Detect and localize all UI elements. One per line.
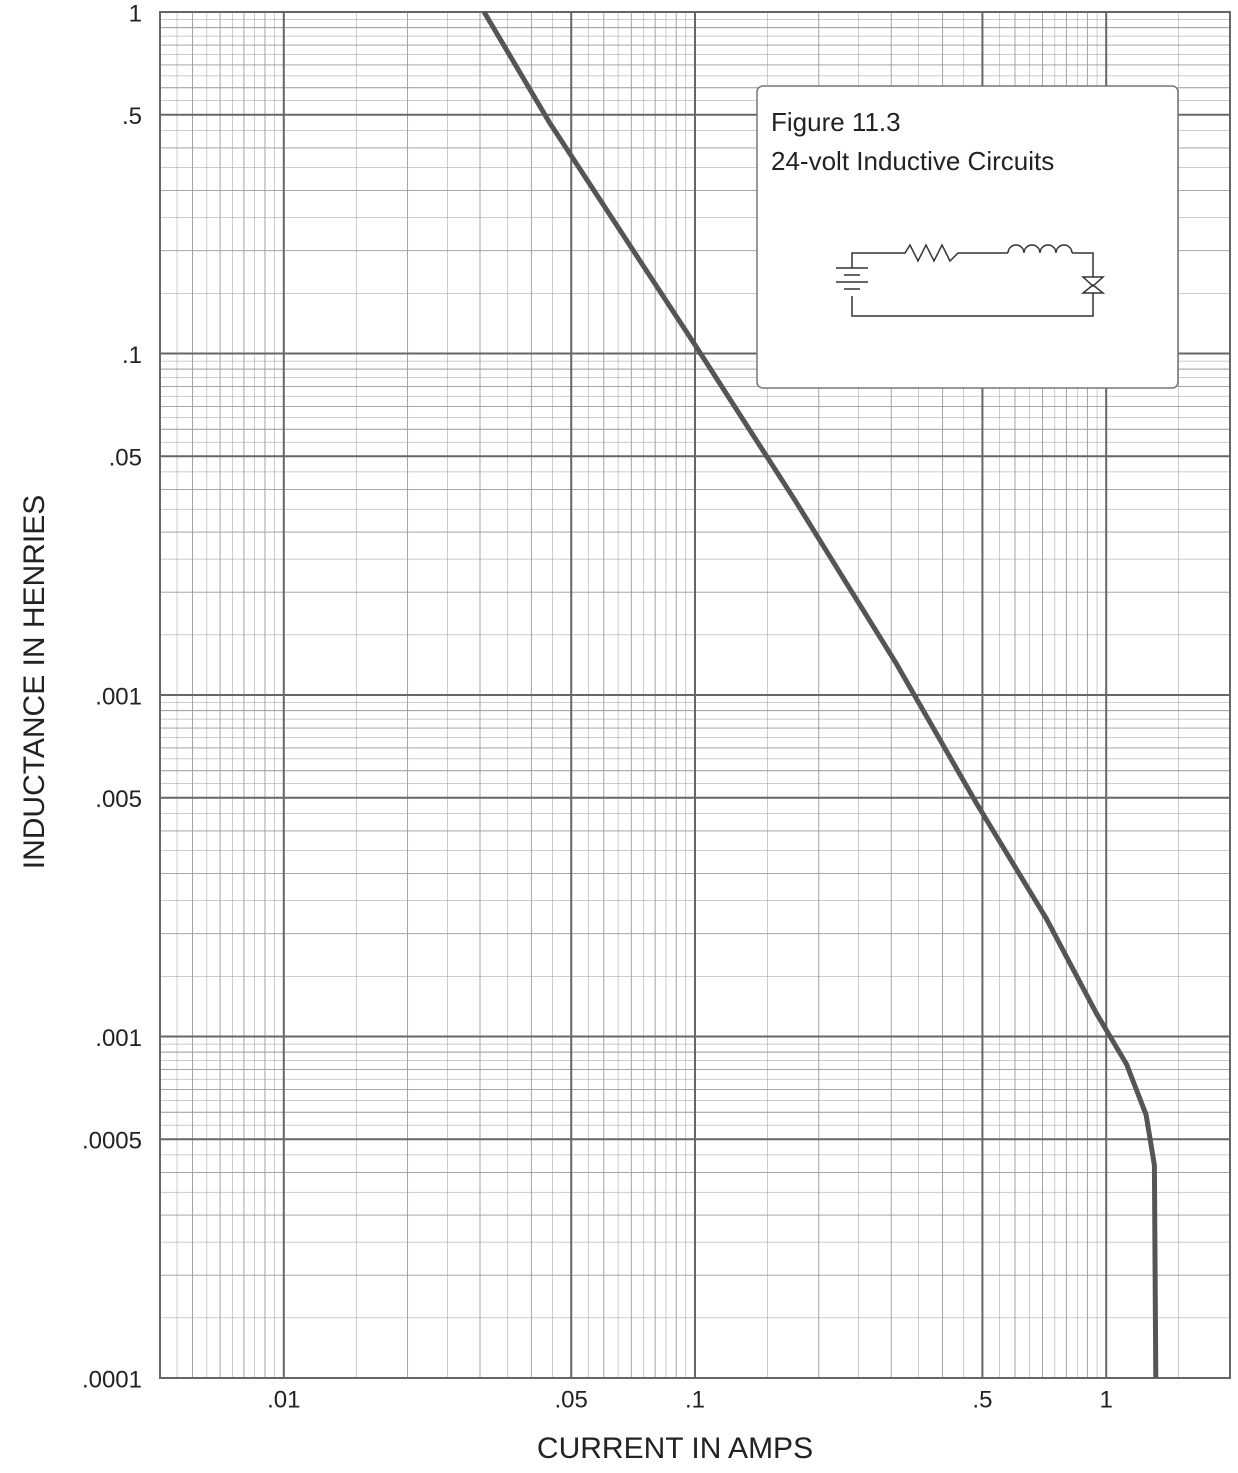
y-tick-label: .001	[95, 683, 142, 710]
x-tick-label: .01	[267, 1386, 300, 1413]
y-tick-label: .5	[122, 103, 142, 130]
x-tick-label: .5	[972, 1386, 992, 1413]
circuit-diagram	[836, 243, 1106, 317]
grid	[159, 11, 1231, 1379]
y-tick-label: .1	[122, 342, 142, 369]
data-line	[481, 10, 1159, 1379]
chart-title: Figure 11.3	[771, 107, 901, 137]
x-tick-label: .05	[555, 1386, 588, 1413]
x-axis-label: CURRENT IN AMPS	[537, 1432, 813, 1465]
y-axis-label: INDUCTANCE IN HENRIES	[18, 495, 51, 869]
y-tick-label: .005	[95, 786, 142, 813]
y-tick-label: .001	[95, 1025, 142, 1052]
y-tick-label: .0001	[82, 1366, 142, 1393]
y-tick-label: 1	[129, 0, 142, 27]
plot-frame	[159, 11, 1231, 1379]
marks	[481, 10, 1159, 1379]
title-box	[756, 85, 1179, 389]
y-tick-label: .05	[109, 445, 142, 472]
chart-subtitle: 24-volt Inductive Circuits	[771, 146, 1054, 176]
x-tick-label: .1	[685, 1386, 705, 1413]
x-tick-label: 1	[1100, 1386, 1113, 1413]
y-tick-label: .0005	[82, 1128, 142, 1155]
legend-box: Figure 11.3 24-volt Inductive Circuits	[756, 85, 1179, 389]
